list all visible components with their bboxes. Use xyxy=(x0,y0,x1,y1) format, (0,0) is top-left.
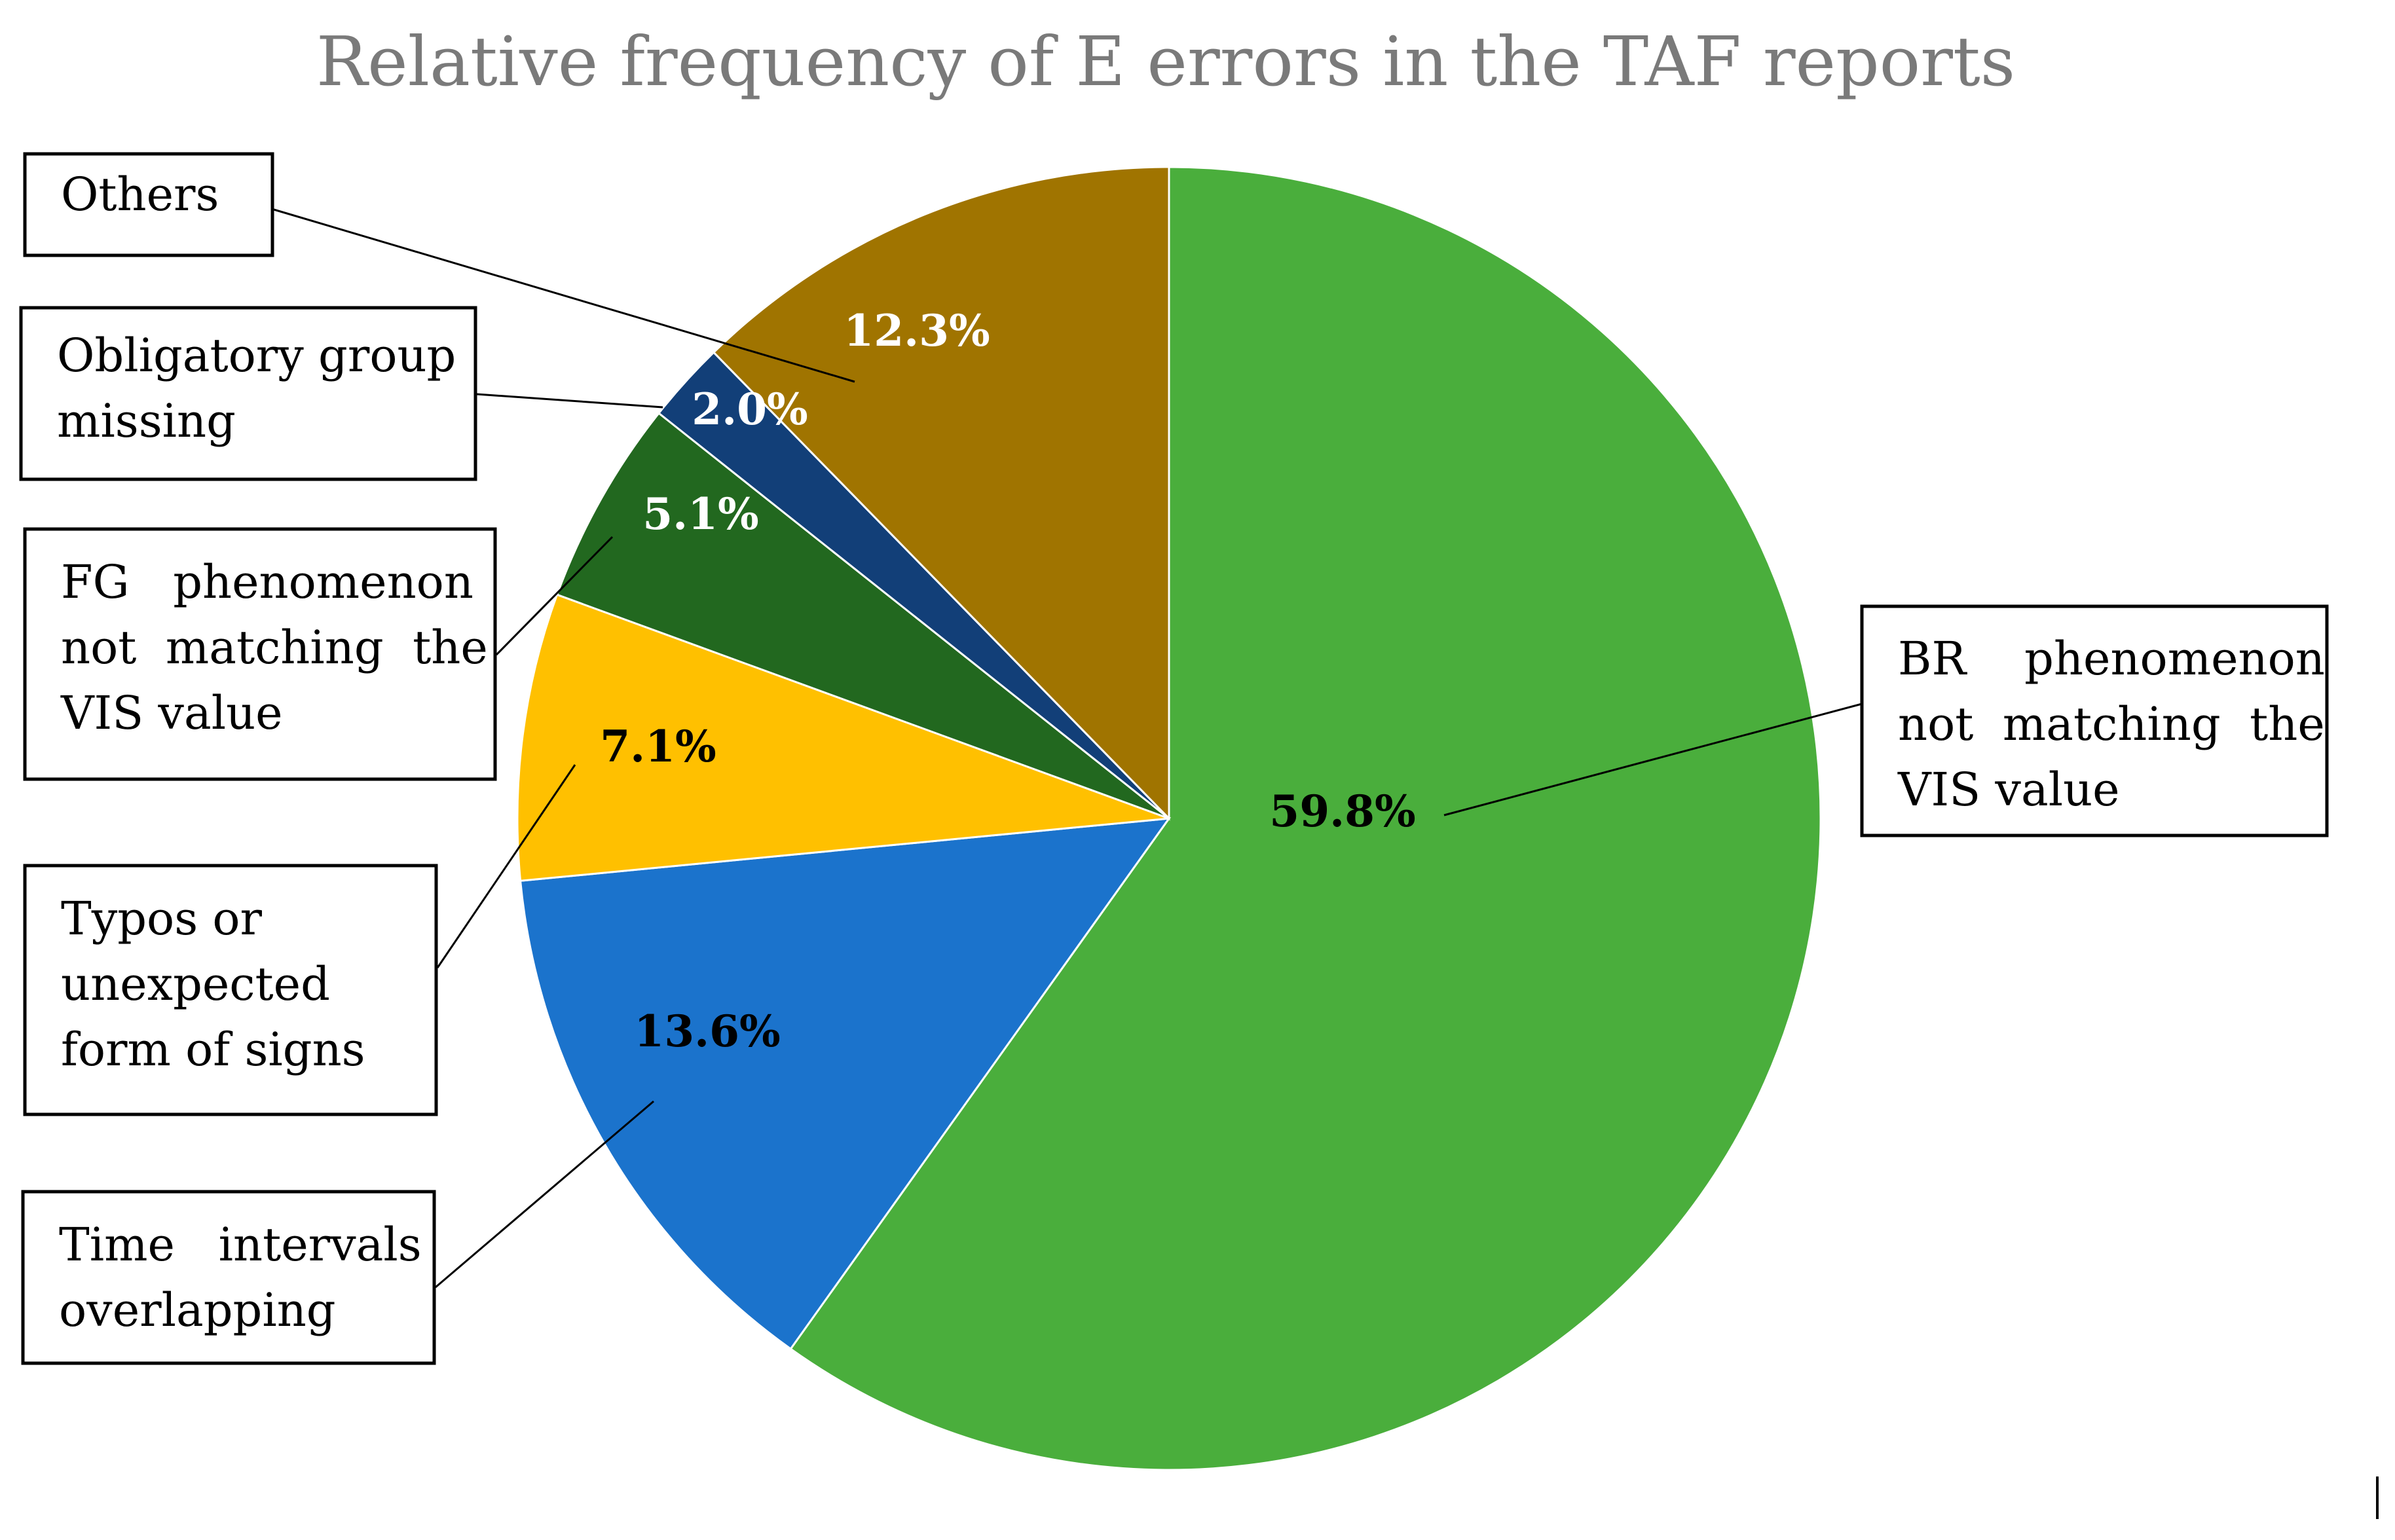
leader-line-3 xyxy=(495,536,614,656)
pie-slice-fg-phenomenon-not-matching-the-vis-value xyxy=(555,411,1170,820)
callout-box xyxy=(23,864,438,1116)
callout-line: VIS value xyxy=(1897,763,2120,816)
callout-fg-phenomenon-not-matching-the-vis-value: FG phenomenon not matching the VIS value xyxy=(23,527,497,781)
pct-label-obligatory-group-missing: 2.0% xyxy=(692,384,808,435)
leader-line-1 xyxy=(273,208,855,383)
callout-line: FG phenomenon xyxy=(61,555,473,609)
pie-slice-typos-or-unexpected-form-of-signs xyxy=(516,593,1170,882)
leader-line-4 xyxy=(436,764,576,968)
pie-slice-others xyxy=(712,166,1170,821)
callout-line: missing xyxy=(57,394,236,448)
chart-title: Relative frequency of E errors in the TA… xyxy=(316,22,2015,101)
callout-br-phenomenon-not-matching-the-vis-value: BR phenomenon not matching the VIS value xyxy=(1860,604,2329,837)
callout-boxes: Others Obligatory group missing FG phenomen… xyxy=(19,152,2329,1365)
callout-box xyxy=(19,306,477,481)
callout-others: Others xyxy=(23,152,274,257)
callout-line: not matching the xyxy=(61,621,488,674)
leader-lines xyxy=(273,208,1863,1289)
pct-label-typos-or-unexpected-form-of-signs: 7.1% xyxy=(600,721,716,772)
callout-time-intervals-overlapping: Time intervals overlapping xyxy=(21,1190,436,1365)
pie-slices xyxy=(516,166,1822,1471)
callout-line: Typos or xyxy=(61,892,263,945)
pct-label-fg-phenomenon-not-matching-the-vis-value: 5.1% xyxy=(642,488,759,540)
callout-box xyxy=(23,527,497,781)
callout-box xyxy=(21,1190,436,1365)
leader-line-2 xyxy=(476,393,663,409)
pct-label-others: 12.3% xyxy=(844,305,990,356)
callout-line: VIS value xyxy=(60,686,283,740)
callout-obligatory-group-missing: Obligatory group missing xyxy=(19,306,477,481)
callout-line: unexpected xyxy=(61,957,330,1011)
callout-line: Time intervals xyxy=(59,1218,422,1272)
callout-line: Obligatory group xyxy=(57,329,456,382)
pie-slice-br-phenomenon-not-matching-the-vis-value xyxy=(789,166,1822,1471)
callout-line: form of signs xyxy=(61,1023,365,1076)
callout-line: not matching the xyxy=(1898,697,2325,751)
pct-label-br-phenomenon-not-matching-the-vis-value: 59.8% xyxy=(1269,786,1415,837)
pct-label-time-intervals-overlapping: 13.6% xyxy=(634,1006,780,1057)
percentage-labels: 59.8% 13.6% 7.1% 5.1% 2.0% 12.3% xyxy=(600,305,1416,1057)
callout-line: Others xyxy=(61,168,219,221)
callout-box xyxy=(1860,604,2329,837)
callout-line: BR phenomenon xyxy=(1898,632,2325,686)
callout-line: overlapping xyxy=(59,1283,336,1337)
callout-box xyxy=(23,152,274,257)
leader-line-6 xyxy=(1443,703,1863,816)
leader-line-5 xyxy=(435,1100,654,1289)
callout-typos-or-unexpected-form-of-signs: Typos or unexpected form of signs xyxy=(23,864,438,1116)
